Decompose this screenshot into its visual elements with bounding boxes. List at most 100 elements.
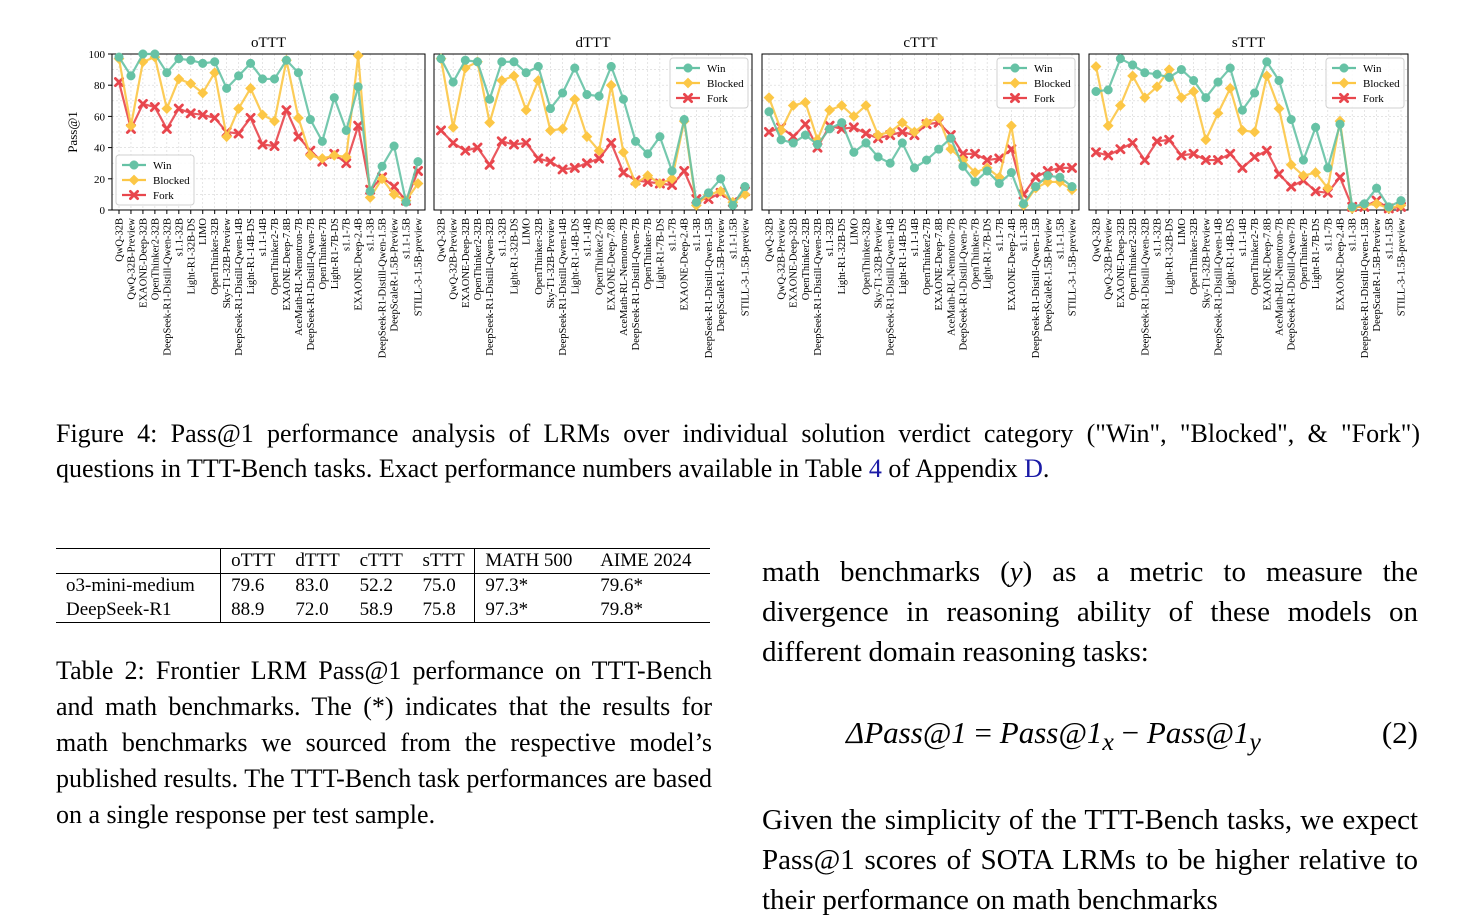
- x-tick-label: s1.1-32B: [497, 218, 508, 256]
- data-point: [137, 98, 148, 109]
- data-point: [679, 166, 690, 176]
- data-point: [667, 180, 678, 191]
- table-caption: Table 2: Frontier LRM Pass@1 performance…: [56, 653, 712, 833]
- data-point: [557, 164, 568, 175]
- data-point: [618, 167, 629, 178]
- data-point: [1189, 75, 1199, 86]
- legend-label: Win: [1034, 63, 1053, 75]
- data-point: [1115, 144, 1126, 155]
- appendix-d-link[interactable]: D: [1024, 454, 1043, 483]
- data-point: [269, 141, 280, 152]
- data-point: [800, 119, 811, 130]
- table-cell: 75.8: [412, 598, 476, 623]
- chart-panel-sTTT: sTTT QwQ-32B QwQ-32B-Preview EXAONE-Deep-32…: [1088, 35, 1409, 358]
- equation-term: Pass@1: [1146, 715, 1250, 750]
- data-point: [304, 150, 316, 161]
- data-point: [257, 139, 268, 150]
- x-tick-label: Light-R1-14B-DS: [570, 218, 581, 295]
- data-point: [1115, 54, 1125, 64]
- data-point: [594, 153, 605, 164]
- x-tick-label: s1.1-14B: [258, 218, 269, 256]
- data-point: [1286, 114, 1296, 125]
- data-point: [353, 120, 364, 131]
- x-tick-label: DeepSeek-R1-Distill-Qwen-1.5B: [378, 218, 389, 358]
- data-point: [1103, 85, 1113, 95]
- x-tick-label: Light-R1-14B-DS: [898, 218, 909, 295]
- legend-label: Fork: [707, 93, 728, 105]
- x-tick-label: s1.1-32B: [825, 218, 836, 256]
- data-point: [909, 163, 919, 173]
- data-point: [1055, 172, 1065, 182]
- x-tick-label: DeepSeek-R1-Distill-Qwen-14B: [558, 218, 569, 356]
- data-point: [533, 61, 543, 72]
- table-4-link[interactable]: 4: [868, 454, 882, 483]
- data-point: [1200, 134, 1212, 146]
- series-fork: [436, 125, 750, 208]
- figure-caption-label: Figure 4:: [56, 419, 158, 448]
- data-point: [1298, 170, 1309, 182]
- table-header-cell: AIME 2024: [600, 550, 692, 571]
- data-point: [1224, 82, 1236, 94]
- data-point: [569, 93, 581, 105]
- data-point: [521, 68, 531, 78]
- data-point: [1338, 77, 1350, 89]
- equation-2: ΔPass@1 = Pass@1x − Pass@1y (2): [762, 715, 1418, 759]
- data-point: [388, 189, 400, 200]
- data-point: [210, 57, 220, 67]
- x-tick-label: OpenThinker2-32B: [150, 218, 161, 300]
- legend-label: Fork: [1363, 93, 1384, 105]
- x-tick-label: s1.1-1.5B: [1384, 218, 1395, 259]
- x-tick-label: EXAONE-Deep-32B: [461, 218, 472, 308]
- data-point: [581, 158, 592, 169]
- chart-title: dTTT: [576, 35, 611, 51]
- x-tick-label: OpenThinker2-32B: [1128, 218, 1139, 300]
- x-tick-label: AceMath-RL-Nemotron-7B: [294, 218, 305, 336]
- data-point: [126, 71, 136, 81]
- data-point: [837, 118, 847, 128]
- data-point: [958, 161, 968, 171]
- data-point: [413, 157, 423, 167]
- x-tick-label: EXAONE-Deep-2.4B: [680, 218, 691, 310]
- plot-frame: [1088, 53, 1409, 211]
- x-tick-label: EXAONE-Deep-7.8B: [1262, 218, 1273, 310]
- data-point: [1213, 77, 1223, 87]
- table-cell: 88.9: [231, 599, 265, 620]
- x-tick-label: DeepSeek-R1-Distill-Qwen-32B: [485, 218, 496, 356]
- data-point: [545, 125, 556, 136]
- data-point: [1286, 181, 1297, 192]
- table-cell: 79.6*: [600, 575, 643, 596]
- data-point: [436, 125, 446, 136]
- x-tick-label: DeepSeek-R1-Distill-Qwen-7B: [958, 218, 969, 350]
- x-tick-label: QwQ-32B: [437, 218, 448, 262]
- x-tick-label: OpenThinker-7B: [318, 218, 329, 290]
- data-point: [545, 104, 555, 114]
- x-tick-label: DeepScaleR-1.5B-Preview: [1372, 218, 1383, 332]
- data-point: [497, 57, 507, 67]
- data-point: [1054, 176, 1066, 188]
- figure-caption-mid: of Appendix: [888, 454, 1018, 483]
- x-tick-label: Light-R1-7B-DS: [983, 218, 994, 289]
- x-tick-label: Light-R1-14B-DS: [1226, 218, 1237, 295]
- minus-sign: [1114, 715, 1122, 750]
- x-tick-label: STILL-3-1.5B-preview: [414, 218, 425, 317]
- chart-legend: Win Blocked Fork: [669, 57, 749, 109]
- x-tick-label: DeepScaleR-1.5B-Preview: [1043, 218, 1054, 332]
- legend-label: Win: [1363, 63, 1382, 75]
- data-point: [848, 122, 859, 133]
- table-cell: 72.0: [295, 599, 329, 620]
- data-point: [1188, 86, 1199, 97]
- x-tick-label: EXAONE-Deep-7.8B: [607, 218, 618, 310]
- chart-panel-cTTT: cTTT QwQ-32B QwQ-32B-Preview EXAONE-Deep-32…: [761, 35, 1080, 358]
- data-point: [245, 82, 256, 94]
- data-point: [161, 123, 172, 134]
- x-tick-label: Light-R1-32B-DS: [186, 218, 197, 295]
- data-point: [1384, 202, 1394, 212]
- data-point: [234, 71, 244, 81]
- data-point: [1010, 93, 1020, 103]
- data-point: [630, 178, 641, 189]
- data-point: [316, 153, 328, 164]
- data-point: [1103, 150, 1114, 161]
- data-point: [1335, 119, 1345, 129]
- x-tick-label: AceMath-RL-Nemotron-7B: [946, 218, 957, 336]
- data-point: [1347, 202, 1357, 212]
